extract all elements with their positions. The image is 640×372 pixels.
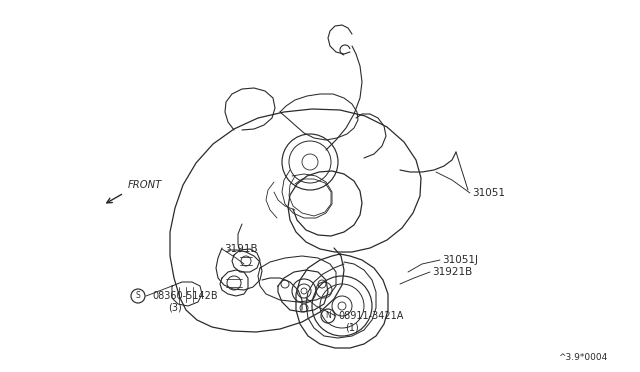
Text: ^3.9*0004: ^3.9*0004 xyxy=(558,353,607,362)
Text: (3): (3) xyxy=(168,303,182,313)
Text: S: S xyxy=(136,292,140,301)
Text: 31051J: 31051J xyxy=(442,255,478,265)
Text: FRONT: FRONT xyxy=(128,180,163,190)
Text: 08911-3421A: 08911-3421A xyxy=(338,311,403,321)
Text: 08360-5142B: 08360-5142B xyxy=(152,291,218,301)
Text: (1): (1) xyxy=(345,323,359,333)
Text: 3191B: 3191B xyxy=(224,244,258,254)
Text: 31051: 31051 xyxy=(472,188,505,198)
Text: 31921B: 31921B xyxy=(432,267,472,277)
Text: N: N xyxy=(325,311,331,321)
